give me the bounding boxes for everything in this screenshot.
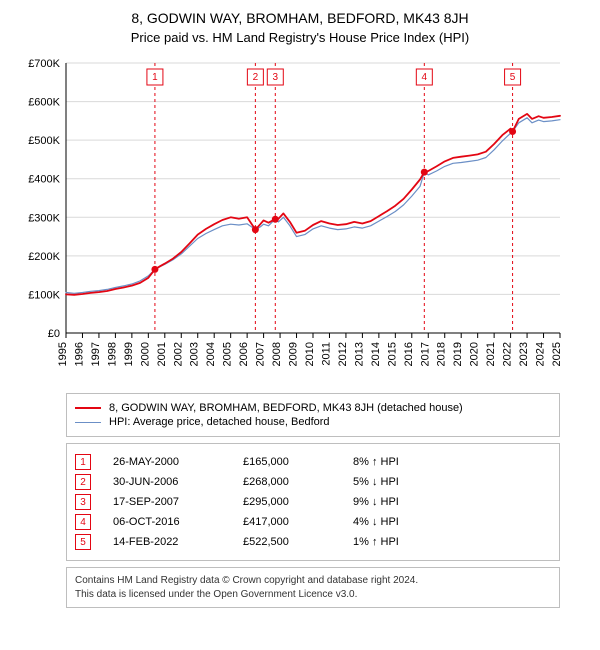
x-tick-label: 2000: [139, 342, 151, 366]
sales-row: 4 06-OCT-2016£417,0004% ↓ HPI: [75, 514, 551, 530]
y-tick-label: £500K: [28, 135, 60, 147]
x-tick-label: 2014: [370, 342, 382, 366]
sales-row-date: 26-MAY-2000: [113, 456, 243, 468]
x-tick-label: 1998: [106, 342, 118, 366]
chart-title-block: 8, GODWIN WAY, BROMHAM, BEDFORD, MK43 8J…: [10, 10, 590, 45]
x-tick-label: 1995: [57, 342, 69, 366]
sale-marker-number: 4: [422, 72, 428, 83]
y-tick-label: £300K: [28, 212, 60, 224]
attribution-box: Contains HM Land Registry data © Crown c…: [66, 567, 560, 608]
x-tick-label: 2005: [222, 342, 234, 366]
sale-marker-number: 3: [273, 72, 279, 83]
x-tick-label: 2018: [436, 342, 448, 366]
sales-row-pct: 8% ↑ HPI: [353, 456, 453, 468]
x-tick-label: 2024: [535, 342, 547, 366]
x-tick-label: 2010: [304, 342, 316, 366]
chart-title-line2: Price paid vs. HM Land Registry's House …: [10, 30, 590, 45]
sale-marker-dot: [151, 266, 158, 273]
x-tick-label: 2006: [238, 342, 250, 366]
sales-row-pct: 4% ↓ HPI: [353, 516, 453, 528]
sale-marker-dot: [421, 169, 428, 176]
legend-swatch: [75, 407, 101, 409]
y-tick-label: £400K: [28, 174, 60, 186]
legend-swatch: [75, 422, 101, 423]
sale-marker-dot: [252, 226, 259, 233]
sales-row-price: £417,000: [243, 516, 353, 528]
series-property: [66, 114, 560, 295]
x-tick-label: 2019: [452, 342, 464, 366]
sales-row-pct: 9% ↓ HPI: [353, 496, 453, 508]
x-tick-label: 2004: [205, 342, 217, 366]
sales-row-pct: 5% ↓ HPI: [353, 476, 453, 488]
y-tick-label: £700K: [28, 58, 60, 70]
x-tick-label: 2012: [337, 342, 349, 366]
x-tick-label: 2001: [156, 342, 168, 366]
sales-row: 1 26-MAY-2000£165,0008% ↑ HPI: [75, 454, 551, 470]
x-tick-label: 2015: [386, 342, 398, 366]
sales-table: 1 26-MAY-2000£165,0008% ↑ HPI 2 30-JUN-2006…: [66, 443, 560, 561]
sales-row-price: £165,000: [243, 456, 353, 468]
chart-title-line1: 8, GODWIN WAY, BROMHAM, BEDFORD, MK43 8J…: [10, 10, 590, 26]
sales-row-number: 3: [75, 494, 91, 510]
x-tick-label: 2002: [172, 342, 184, 366]
sales-row-number: 5: [75, 534, 91, 550]
x-tick-label: 2021: [485, 342, 497, 366]
x-tick-label: 1999: [123, 342, 135, 366]
x-tick-label: 2013: [353, 342, 365, 366]
sales-row-number: 2: [75, 474, 91, 490]
x-tick-label: 2022: [502, 342, 514, 366]
y-tick-label: £0: [48, 328, 60, 340]
x-tick-label: 2017: [419, 342, 431, 366]
sales-row-price: £522,500: [243, 536, 353, 548]
legend-box: 8, GODWIN WAY, BROMHAM, BEDFORD, MK43 8J…: [66, 393, 560, 437]
legend-row: HPI: Average price, detached house, Bedf…: [75, 416, 551, 428]
price-chart-svg: £0 £100K £200K £300K £400K £500K £600K £700K 199…: [10, 55, 590, 385]
x-tick-label: 2011: [320, 342, 332, 366]
sales-row: 5 14-FEB-2022£522,5001% ↑ HPI: [75, 534, 551, 550]
sales-row-date: 17-SEP-2007: [113, 496, 243, 508]
attribution-line1: Contains HM Land Registry data © Crown c…: [75, 574, 551, 588]
x-tick-label: 2020: [469, 342, 481, 366]
sales-row-number: 4: [75, 514, 91, 530]
sales-row: 2 30-JUN-2006£268,0005% ↓ HPI: [75, 474, 551, 490]
sales-row-date: 14-FEB-2022: [113, 536, 243, 548]
x-tick-label: 2003: [189, 342, 201, 366]
sale-marker-dot: [509, 128, 516, 135]
x-tick-label: 2009: [288, 342, 300, 366]
x-tick-label: 2016: [403, 342, 415, 366]
attribution-line2: This data is licensed under the Open Gov…: [75, 588, 551, 602]
sales-row-price: £268,000: [243, 476, 353, 488]
sales-row-price: £295,000: [243, 496, 353, 508]
x-tick-label: 2008: [271, 342, 283, 366]
legend-label: 8, GODWIN WAY, BROMHAM, BEDFORD, MK43 8J…: [109, 402, 463, 414]
x-tick-label: 1996: [73, 342, 85, 366]
sales-row: 3 17-SEP-2007£295,0009% ↓ HPI: [75, 494, 551, 510]
x-tick-label: 2007: [255, 342, 267, 366]
legend-label: HPI: Average price, detached house, Bedf…: [109, 416, 330, 428]
sales-row-pct: 1% ↑ HPI: [353, 536, 453, 548]
legend-row: 8, GODWIN WAY, BROMHAM, BEDFORD, MK43 8J…: [75, 402, 551, 414]
sales-row-date: 06-OCT-2016: [113, 516, 243, 528]
sale-marker-number: 2: [253, 72, 259, 83]
chart-area: £0 £100K £200K £300K £400K £500K £600K £700K 199…: [10, 55, 590, 385]
series-hpi: [66, 118, 560, 293]
y-tick-label: £100K: [28, 289, 60, 301]
x-tick-label: 2023: [518, 342, 530, 366]
x-tick-label: 1997: [90, 342, 102, 366]
sale-marker-number: 5: [510, 72, 516, 83]
sale-marker-dot: [272, 216, 279, 223]
sales-row-number: 1: [75, 454, 91, 470]
x-tick-label: 2025: [551, 342, 563, 366]
y-tick-label: £200K: [28, 251, 60, 263]
sales-row-date: 30-JUN-2006: [113, 476, 243, 488]
sale-marker-number: 1: [152, 72, 158, 83]
y-tick-label: £600K: [28, 97, 60, 109]
